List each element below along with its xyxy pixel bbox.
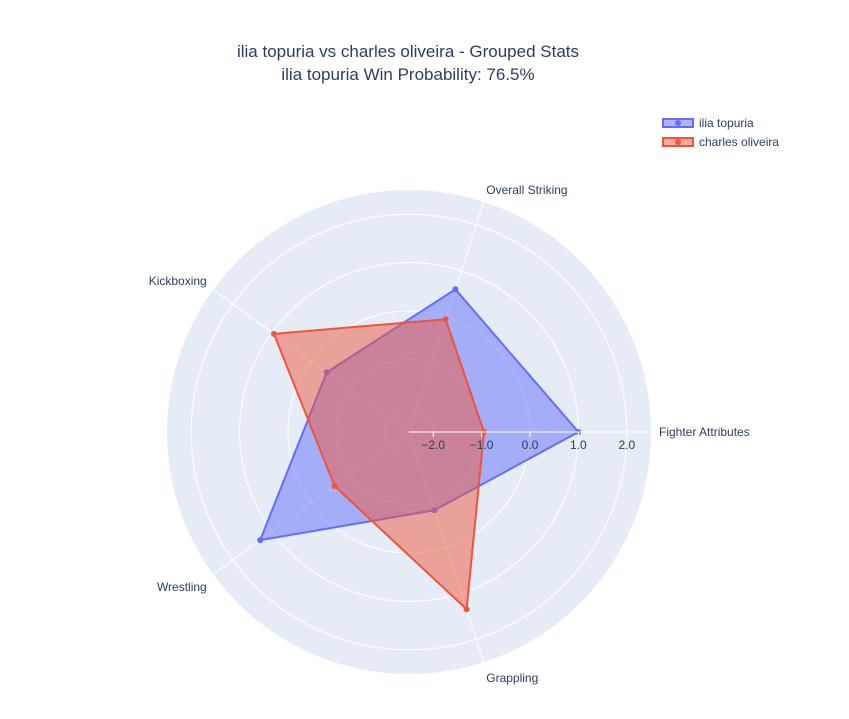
radial-tick-label-1: −1.0 — [470, 438, 494, 452]
radial-axis: −2.0 −1.0 0.0 1.0 2.0 — [409, 431, 651, 452]
data-point-1-2 — [270, 330, 277, 337]
category-label-1: Overall Striking — [486, 183, 567, 197]
data-point-1-1 — [442, 316, 449, 323]
series-layer — [257, 286, 582, 613]
legend-label-charles-oliveira: charles oliveira — [699, 134, 780, 149]
chart-subtitle: ilia topuria Win Probability: 76.5% — [281, 65, 535, 84]
legend-label-ilia-topuria: ilia topuria — [699, 115, 754, 130]
legend-swatch-charles-oliveira — [662, 136, 694, 147]
category-label-4: Grappling — [486, 671, 538, 685]
radial-tick-label-4: 2.0 — [618, 438, 635, 452]
data-point-0-3 — [257, 537, 264, 544]
legend-item-ilia-topuria[interactable]: ilia topuria — [660, 113, 779, 132]
legend: ilia topuria charles oliveira — [660, 113, 779, 151]
chart-title-block: ilia topuria vs charles oliveira - Group… — [0, 40, 816, 86]
radial-tick-label-2: 0.0 — [522, 438, 539, 452]
series-area-1 — [272, 318, 486, 611]
category-label-2: Kickboxing — [149, 274, 207, 288]
category-label-0: Fighter Attributes — [659, 425, 750, 439]
radial-tick-label-0: −2.0 — [421, 438, 445, 452]
legend-swatch-ilia-topuria — [662, 117, 694, 128]
chart-title: ilia topuria vs charles oliveira - Group… — [236, 42, 580, 61]
data-point-1-4 — [463, 606, 470, 613]
data-point-1-3 — [331, 483, 338, 490]
legend-item-charles-oliveira[interactable]: charles oliveira — [660, 132, 779, 151]
radial-tick-label-3: 1.0 — [570, 438, 587, 452]
data-point-0-1 — [452, 286, 459, 293]
category-label-3: Wrestling — [157, 580, 207, 594]
